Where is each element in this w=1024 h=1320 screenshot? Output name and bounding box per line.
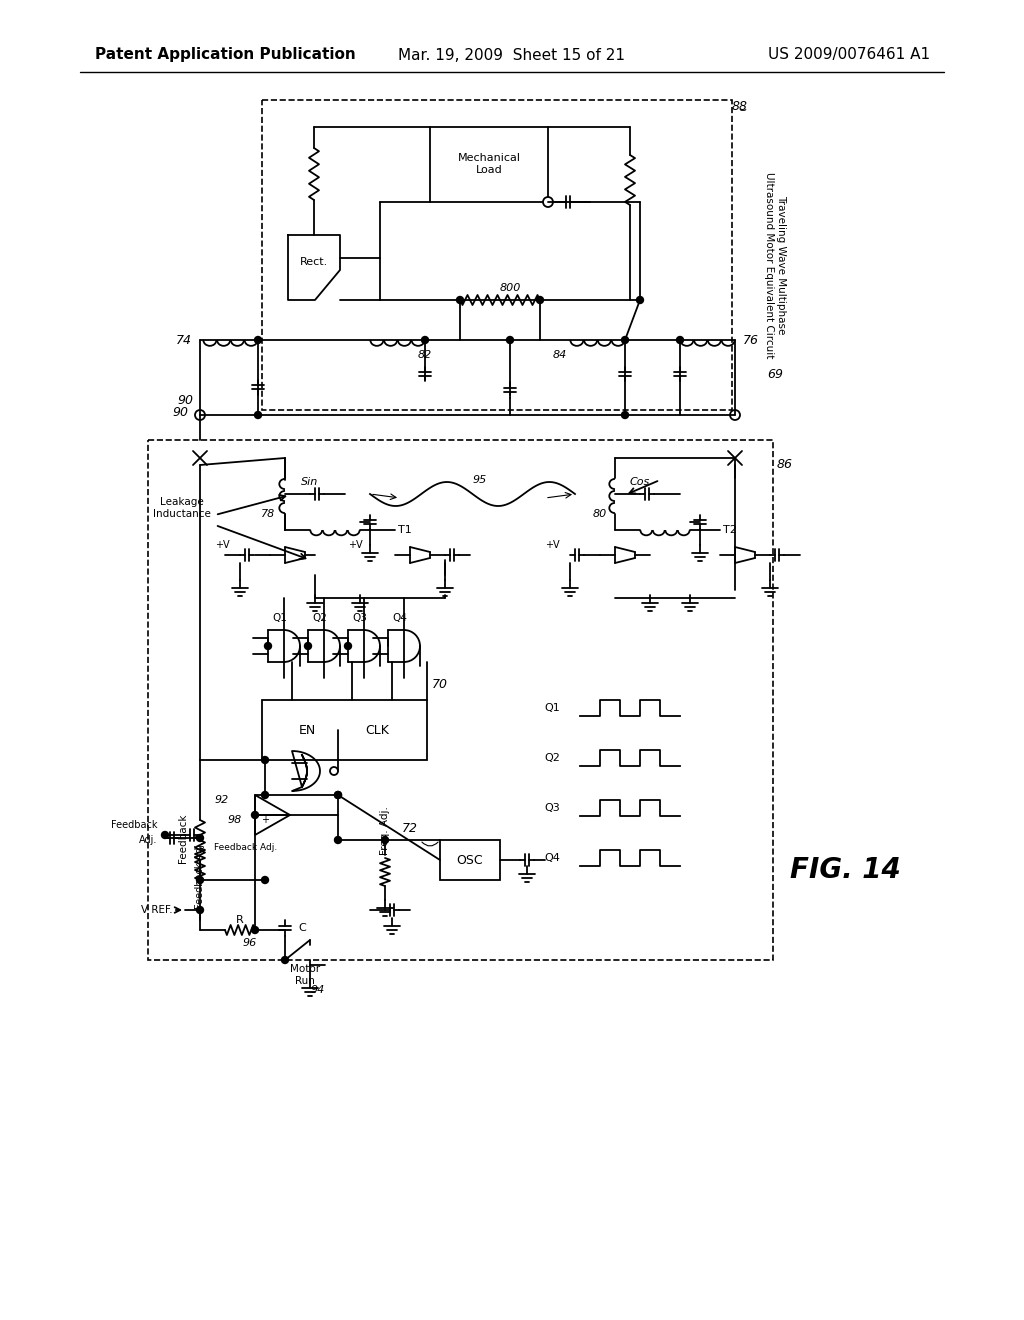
Circle shape [197, 876, 204, 883]
Text: Q4: Q4 [544, 853, 560, 863]
Text: 76: 76 [743, 334, 759, 346]
Text: +V: +V [546, 540, 560, 550]
Circle shape [304, 643, 311, 649]
Text: 88: 88 [732, 99, 748, 112]
Text: 90: 90 [177, 393, 193, 407]
Circle shape [344, 643, 351, 649]
Circle shape [537, 297, 544, 304]
Text: Q2: Q2 [544, 752, 560, 763]
Circle shape [255, 337, 261, 343]
Text: C: C [298, 923, 306, 933]
Text: +: + [261, 814, 269, 825]
Text: EN: EN [298, 723, 315, 737]
Text: Rect.: Rect. [300, 257, 328, 267]
Text: CLK: CLK [366, 723, 389, 737]
Circle shape [382, 837, 388, 843]
Text: 98: 98 [228, 814, 242, 825]
Circle shape [252, 812, 258, 818]
Text: T1: T1 [398, 525, 412, 535]
Text: Q3: Q3 [352, 612, 368, 623]
Text: 92: 92 [215, 795, 229, 805]
Text: OSC: OSC [457, 854, 483, 866]
Bar [262, 700, 427, 760]
Text: 84: 84 [553, 350, 567, 360]
Text: Feedback Adj.: Feedback Adj. [195, 841, 205, 909]
Text: Adj.: Adj. [138, 836, 157, 845]
Text: Q1: Q1 [544, 704, 560, 713]
Text: V REF.: V REF. [141, 906, 173, 915]
Text: 94: 94 [311, 985, 326, 995]
Text: 82: 82 [418, 350, 432, 360]
Circle shape [261, 792, 268, 799]
Circle shape [335, 792, 341, 799]
Circle shape [637, 297, 643, 304]
Text: Q1: Q1 [272, 612, 288, 623]
Text: Freq. Adj.: Freq. Adj. [380, 807, 390, 855]
Text: Leakage
Inductance: Leakage Inductance [153, 498, 211, 519]
Circle shape [255, 412, 261, 418]
Text: 95: 95 [473, 475, 487, 484]
Circle shape [261, 756, 268, 763]
Text: +V: +V [348, 540, 362, 550]
Text: Motor
Run: Motor Run [290, 964, 321, 986]
Text: 86: 86 [777, 458, 793, 471]
Text: Feedback Adj.: Feedback Adj. [214, 843, 278, 853]
Text: T2: T2 [723, 525, 737, 535]
Text: Q2: Q2 [312, 612, 328, 623]
Circle shape [197, 834, 204, 842]
Circle shape [622, 337, 629, 343]
Text: Feedback: Feedback [178, 813, 188, 863]
Bar [148, 440, 773, 960]
Circle shape [457, 297, 464, 304]
Circle shape [264, 643, 271, 649]
Text: 96: 96 [243, 939, 257, 948]
Circle shape [677, 337, 683, 343]
Circle shape [335, 792, 341, 799]
Text: Traveling Wave Multiphase
Ultrasound Motor Equivalent Circuit: Traveling Wave Multiphase Ultrasound Mot… [764, 172, 785, 358]
Text: Q3: Q3 [544, 803, 560, 813]
Circle shape [422, 337, 428, 343]
Circle shape [162, 832, 169, 838]
Circle shape [622, 412, 629, 418]
Circle shape [543, 197, 553, 207]
Text: 74: 74 [176, 334, 193, 346]
Text: 80: 80 [593, 510, 607, 519]
Text: US 2009/0076461 A1: US 2009/0076461 A1 [768, 48, 930, 62]
Text: 800: 800 [500, 282, 520, 293]
Bar [440, 840, 500, 880]
Circle shape [507, 337, 513, 343]
Text: Sin: Sin [301, 477, 318, 487]
Text: 70: 70 [432, 678, 449, 692]
Bar [430, 127, 548, 202]
Text: 78: 78 [261, 510, 275, 519]
Circle shape [330, 767, 338, 775]
Text: 72: 72 [402, 821, 418, 834]
Circle shape [282, 957, 289, 964]
Text: Patent Application Publication: Patent Application Publication [95, 48, 355, 62]
Text: 69: 69 [767, 368, 783, 381]
Circle shape [335, 837, 341, 843]
Text: Feedback: Feedback [111, 820, 157, 830]
Text: FIG. 14: FIG. 14 [790, 855, 901, 884]
Text: Cos: Cos [630, 477, 650, 487]
Text: +V: +V [215, 540, 230, 550]
Text: Q4: Q4 [392, 612, 408, 623]
Circle shape [195, 411, 205, 420]
Text: R: R [237, 915, 244, 925]
Text: Mechanical
Load: Mechanical Load [458, 153, 520, 174]
Text: Mar. 19, 2009  Sheet 15 of 21: Mar. 19, 2009 Sheet 15 of 21 [398, 48, 626, 62]
Bar [262, 100, 732, 411]
Text: 90: 90 [172, 405, 188, 418]
Circle shape [252, 927, 258, 933]
Circle shape [261, 876, 268, 883]
Circle shape [730, 411, 740, 420]
Circle shape [197, 907, 204, 913]
